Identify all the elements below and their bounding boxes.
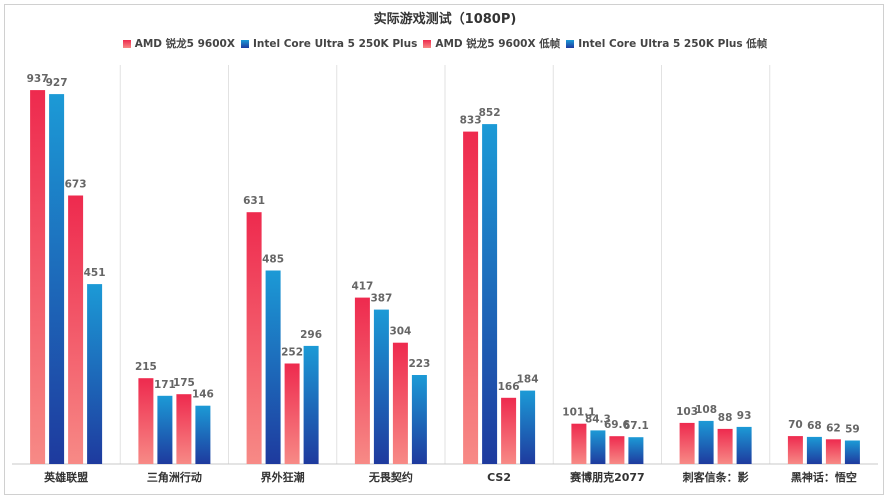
data-label: 68	[807, 420, 822, 432]
data-label: 852	[479, 107, 501, 119]
bar	[698, 420, 714, 464]
category-label: 无畏契约	[368, 470, 413, 484]
data-label: 101.1	[562, 407, 595, 419]
bar	[49, 94, 65, 464]
chart-legend: AMD 锐龙5 9600X Intel Core Ultra 5 250K Pl…	[0, 36, 890, 51]
bar	[679, 422, 695, 464]
chart-title: 实际游戏测试（1080P)	[373, 12, 517, 27]
data-label: 927	[46, 77, 68, 89]
data-label: 69.6	[604, 419, 630, 431]
bar	[157, 395, 173, 464]
data-label: 93	[737, 410, 752, 422]
data-label: 88	[718, 412, 733, 424]
bar	[628, 437, 644, 464]
legend-item-amd: AMD 锐龙5 9600X	[122, 36, 235, 51]
category-label: 三角洲行动	[147, 470, 202, 484]
category-label: CS2	[487, 471, 511, 484]
legend-item-intel: Intel Core Ultra 5 250K Plus	[240, 36, 418, 51]
legend-swatch-amd-low	[423, 39, 432, 48]
legend-label-intel-low: Intel Core Ultra 5 250K Plus 低帧	[578, 38, 768, 50]
category-label: 黑神话：悟空	[791, 470, 857, 484]
bar	[501, 397, 517, 464]
data-label: 451	[84, 267, 106, 279]
bar	[354, 297, 370, 464]
data-label: 175	[173, 377, 195, 389]
data-label: 62	[826, 422, 841, 434]
bar	[787, 436, 803, 464]
bar	[571, 423, 587, 464]
bar	[30, 90, 46, 464]
data-label: 833	[460, 115, 482, 127]
data-label: 146	[192, 389, 214, 401]
category-label: 赛博朋克2077	[569, 470, 645, 484]
bar	[609, 436, 625, 464]
data-label: 215	[135, 361, 157, 373]
data-label: 166	[498, 381, 520, 393]
bar	[736, 426, 752, 464]
bar	[303, 345, 319, 464]
data-label: 631	[243, 195, 265, 207]
bar	[284, 363, 300, 464]
category-label: 英雄联盟	[43, 470, 88, 484]
data-label: 108	[695, 404, 717, 416]
bar	[87, 284, 103, 464]
bar	[68, 195, 84, 464]
legend-item-intel-low: Intel Core Ultra 5 250K Plus 低帧	[566, 36, 767, 51]
bar	[195, 405, 211, 464]
data-label: 937	[27, 73, 49, 85]
bar	[717, 428, 733, 464]
data-label: 252	[281, 347, 303, 359]
bar	[176, 394, 192, 464]
bar	[825, 439, 841, 464]
bar	[482, 124, 498, 464]
data-label: 59	[845, 424, 860, 436]
legend-label-intel: Intel Core Ultra 5 250K Plus	[252, 37, 418, 50]
data-label: 417	[351, 281, 373, 293]
data-label: 103	[676, 406, 698, 418]
data-label: 184	[517, 374, 539, 386]
bar	[463, 131, 479, 464]
data-label: 84.3	[585, 413, 611, 425]
data-label: 485	[262, 254, 284, 266]
category-label: 界外狂潮	[261, 470, 305, 484]
bar	[806, 436, 822, 464]
data-label: 67.1	[623, 420, 649, 432]
data-label: 387	[370, 293, 392, 305]
category-label: 刺客信条：影	[682, 470, 749, 484]
data-label: 223	[408, 358, 430, 370]
data-label: 70	[788, 419, 803, 431]
data-label: 171	[154, 379, 176, 391]
legend-label-amd: AMD 锐龙5 9600X	[134, 38, 235, 50]
bar	[411, 375, 427, 464]
bar	[138, 378, 154, 464]
legend-swatch-intel-low	[566, 39, 575, 48]
data-label: 304	[389, 326, 411, 338]
bar	[392, 342, 408, 464]
legend-item-amd-low: AMD 锐龙5 9600X 低帧	[423, 36, 560, 51]
legend-label-amd-low: AMD 锐龙5 9600X 低帧	[435, 38, 561, 50]
legend-swatch-intel	[240, 39, 249, 48]
bar	[265, 270, 281, 464]
bar	[844, 440, 860, 464]
data-label: 673	[65, 179, 87, 191]
bar	[246, 212, 262, 464]
bar	[520, 390, 536, 464]
data-label: 296	[300, 329, 322, 341]
bar	[590, 430, 606, 464]
bar	[373, 309, 389, 464]
legend-swatch-amd	[122, 39, 131, 48]
